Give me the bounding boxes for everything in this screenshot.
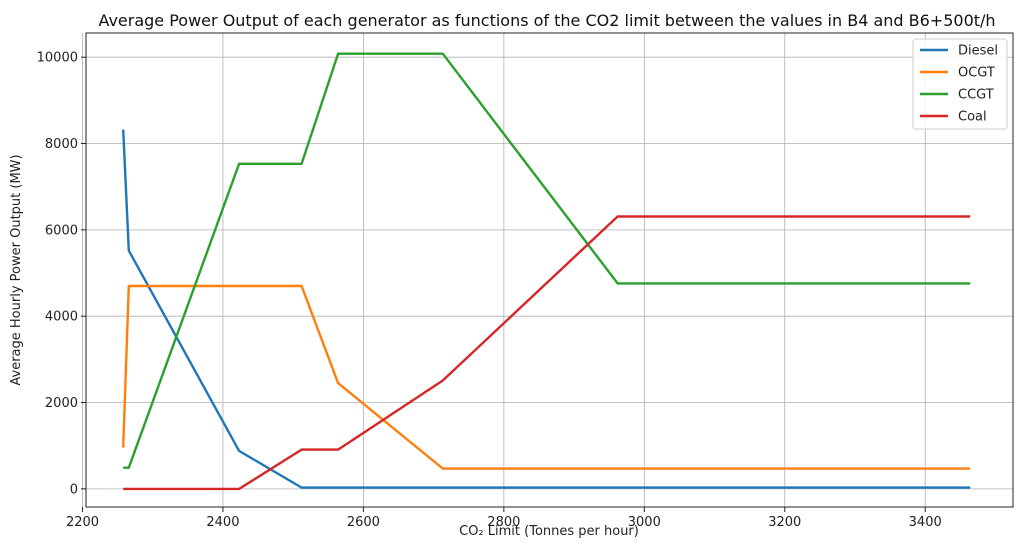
grid — [82, 33, 1013, 507]
y-tick-label: 8000 — [45, 137, 78, 152]
y-tick-label: 6000 — [45, 223, 78, 238]
x-tick-label: 2400 — [206, 515, 239, 530]
plot-frame — [85, 32, 1014, 508]
x-tick-label: 3200 — [768, 515, 801, 530]
legend: Diesel OCGT CCGT Coal — [912, 38, 1008, 130]
x-tick-label: 2200 — [66, 515, 99, 530]
x-tick-label: 3000 — [628, 515, 661, 530]
y-tick-label: 4000 — [45, 310, 78, 325]
x-axis-label: CO₂ Limit (Tonnes per hour) — [459, 524, 639, 539]
legend-label-diesel: Diesel — [958, 44, 998, 59]
legend-box — [912, 38, 1008, 130]
y-axis-label: Average Hourly Power Output (MW) — [9, 154, 24, 385]
x-tick-label: 3400 — [909, 515, 942, 530]
legend-label-ccgt: CCGT — [958, 88, 994, 103]
y-tick-label: 2000 — [45, 396, 78, 411]
legend-label-ocgt: OCGT — [958, 66, 995, 81]
chart-title: Average Power Output of each generator a… — [98, 11, 995, 30]
series-lines — [122, 52, 971, 491]
x-tick-label: 2600 — [347, 515, 380, 530]
series-line-ocgt — [122, 284, 971, 470]
legend-label-coal: Coal — [958, 110, 987, 125]
series-line-ccgt — [123, 52, 971, 469]
y-tick-label: 0 — [70, 482, 78, 497]
series-line-coal — [123, 215, 971, 491]
x-axis-ticks: 2200 2400 2600 2800 3000 3200 3400 — [66, 507, 942, 530]
series-line-diesel — [122, 129, 971, 489]
y-tick-label: 10000 — [37, 51, 78, 66]
x-tick-label: 2800 — [487, 515, 520, 530]
y-axis-ticks: 0 2000 4000 6000 8000 10000 — [37, 51, 86, 497]
